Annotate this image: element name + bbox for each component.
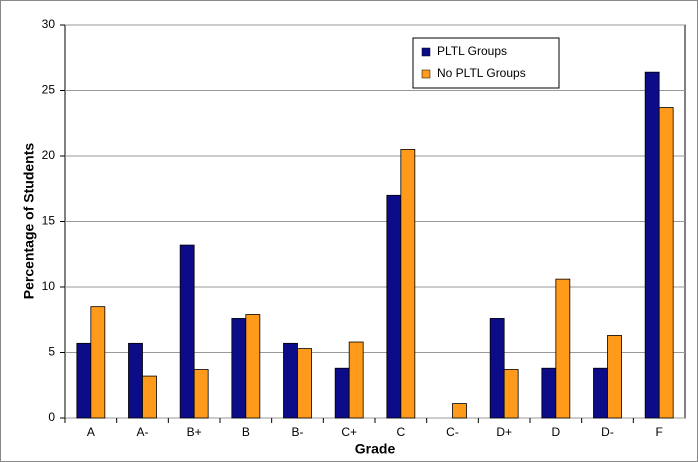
bar — [142, 375, 157, 419]
bar — [541, 367, 557, 419]
bar — [607, 335, 622, 419]
y-tick-label: 25 — [42, 83, 56, 97]
bar — [593, 367, 608, 419]
x-tick-label: B- — [292, 425, 304, 439]
bar — [644, 71, 660, 419]
legend-box — [412, 37, 560, 89]
bar — [400, 149, 416, 419]
x-tick-label: D- — [601, 425, 614, 439]
y-tick-label: 0 — [48, 410, 55, 424]
x-tick-label: B — [242, 425, 250, 439]
bar — [76, 342, 92, 419]
y-tick-label: 15 — [42, 214, 56, 228]
x-tick-label: C- — [446, 425, 459, 439]
y-axis-title: Percentage of Students — [21, 143, 37, 300]
bar — [297, 348, 312, 419]
x-tick-label: D — [551, 425, 560, 439]
bar — [658, 107, 674, 419]
bar — [503, 369, 519, 419]
y-tick-label: 10 — [42, 279, 56, 293]
bar — [348, 341, 364, 419]
x-tick-label: A — [87, 425, 95, 439]
bar — [452, 403, 467, 419]
y-tick-label: 30 — [42, 17, 56, 31]
legend-label: No PLTL Groups — [437, 66, 526, 80]
bar — [555, 278, 571, 419]
bar — [334, 367, 350, 419]
bar — [90, 306, 106, 419]
legend-swatch — [421, 47, 431, 57]
y-tick-label: 5 — [48, 345, 55, 359]
bar — [128, 342, 143, 419]
legend-swatch — [421, 69, 431, 79]
x-tick-label: C — [396, 425, 405, 439]
legend-label: PLTL Groups — [437, 44, 507, 58]
x-axis-title: Grade — [355, 441, 396, 457]
bar — [179, 244, 195, 419]
bar — [283, 342, 298, 419]
bar — [231, 318, 247, 419]
bar — [193, 369, 209, 419]
bar — [245, 314, 261, 419]
y-tick-label: 20 — [42, 148, 56, 162]
x-tick-label: F — [655, 425, 662, 439]
x-tick-label: B+ — [187, 425, 202, 439]
bar — [489, 318, 505, 419]
bar — [386, 194, 402, 419]
x-tick-label: A- — [137, 425, 149, 439]
x-tick-label: D+ — [496, 425, 512, 439]
x-tick-label: C+ — [341, 425, 357, 439]
